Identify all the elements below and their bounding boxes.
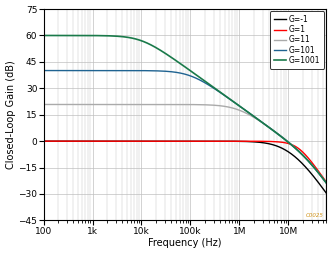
- G=1001: [162, 51, 166, 54]
- G=101: [289, 142, 292, 146]
- G=1: [162, 140, 166, 143]
- G=1001: [319, 174, 323, 178]
- Line: G=-1: G=-1: [43, 141, 326, 193]
- G=-1: [42, 140, 45, 143]
- Y-axis label: Closed-Loop Gain (dB): Closed-Loop Gain (dB): [6, 60, 16, 169]
- G=11: [74, 103, 78, 106]
- G=-1: [324, 192, 328, 195]
- G=101: [74, 69, 78, 72]
- G=11: [150, 103, 154, 106]
- G=1: [150, 140, 154, 143]
- G=1001: [324, 182, 328, 185]
- G=1: [289, 143, 292, 146]
- G=1: [319, 173, 323, 176]
- Line: G=11: G=11: [43, 104, 326, 183]
- G=-1: [289, 152, 292, 155]
- Text: C0025: C0025: [306, 213, 324, 218]
- Line: G=1001: G=1001: [43, 36, 326, 183]
- G=1: [74, 140, 78, 143]
- G=11: [324, 182, 328, 185]
- G=-1: [74, 140, 78, 143]
- G=1001: [91, 34, 95, 37]
- G=101: [91, 69, 95, 72]
- G=101: [150, 69, 154, 72]
- G=1001: [289, 142, 292, 146]
- Line: G=101: G=101: [43, 71, 326, 183]
- G=101: [324, 182, 328, 185]
- G=101: [42, 69, 45, 72]
- G=-1: [150, 140, 154, 143]
- G=1: [91, 140, 95, 143]
- G=11: [162, 103, 166, 106]
- G=11: [91, 103, 95, 106]
- G=-1: [91, 140, 95, 143]
- G=11: [319, 174, 323, 177]
- G=1: [324, 181, 328, 184]
- X-axis label: Frequency (Hz): Frequency (Hz): [148, 239, 222, 248]
- Line: G=1: G=1: [43, 141, 326, 182]
- G=101: [319, 174, 323, 178]
- G=1: [42, 140, 45, 143]
- G=-1: [319, 184, 323, 187]
- G=1001: [150, 44, 154, 47]
- G=101: [162, 70, 166, 73]
- G=-1: [162, 140, 166, 143]
- G=11: [289, 142, 292, 145]
- G=1001: [42, 34, 45, 37]
- G=11: [42, 103, 45, 106]
- G=1001: [74, 34, 78, 37]
- Legend: G=-1, G=1, G=11, G=101, G=1001: G=-1, G=1, G=11, G=101, G=1001: [270, 11, 324, 69]
